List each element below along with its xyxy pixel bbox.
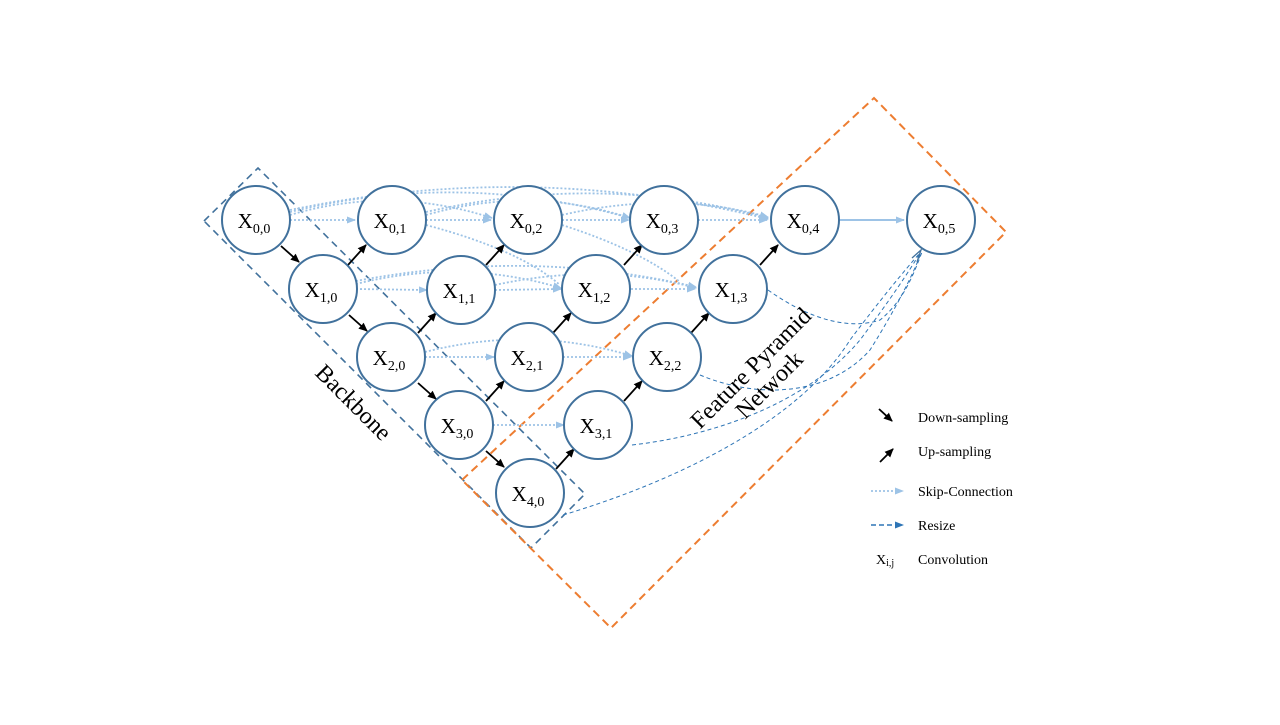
node-circle (495, 458, 565, 528)
resize-connection-arrow (767, 251, 923, 325)
backbone-region-box (202, 166, 587, 550)
node-label: X3,0 (441, 414, 474, 442)
convolution-symbol: Xi,j (876, 553, 894, 569)
legend-label: Up-sampling (918, 445, 991, 460)
legend: Down-sampling Up-sampling Skip-Connectio… (871, 408, 1013, 569)
up-sampling-arrow (417, 312, 437, 334)
node-circle (221, 185, 291, 255)
nodes: X0,0 X0,1 X0,2 X0,3 X0,4 X0,5 X1,0 X1,1 (221, 185, 976, 528)
node-x02: X0,2 (493, 185, 563, 255)
node-x21: X2,1 (494, 322, 564, 392)
resize-connection-arrow (699, 252, 922, 391)
node-x11: X1,1 (426, 255, 496, 325)
resize-connection-arrow (631, 252, 921, 446)
node-circle (770, 185, 840, 255)
legend-up-sampling: Up-sampling (879, 445, 991, 463)
up-sampling-arrow (623, 244, 643, 266)
up-sampling-arrow (347, 244, 367, 266)
node-label: X4,0 (512, 482, 545, 510)
skip-connection-arrow (494, 285, 562, 293)
node-label: X0,1 (374, 209, 407, 237)
skip-connection-arrow (355, 286, 428, 294)
node-x22: X2,2 (632, 322, 702, 392)
node-circle (563, 390, 633, 460)
node-x05: X0,5 (906, 185, 976, 255)
sampling-arrows (280, 244, 779, 470)
skip-connection-arrow (289, 191, 631, 220)
node-label: X1,2 (578, 278, 611, 306)
node-x10: X1,0 (288, 254, 358, 324)
skip-connection-arrow (561, 224, 681, 283)
skip-connection-arrow (425, 192, 769, 220)
node-label: X1,0 (305, 278, 338, 306)
node-label: X2,2 (649, 346, 682, 374)
node-circle (356, 322, 426, 392)
legend-down-sampling: Down-sampling (878, 408, 1008, 426)
up-sampling-arrow (623, 380, 643, 402)
skip-connection-arrow (425, 224, 561, 286)
resize-arrowhead (911, 247, 923, 263)
legend-label: Skip-Connection (918, 485, 1013, 500)
node-label: X0,0 (238, 209, 271, 237)
down-sampling-arrow (280, 245, 300, 263)
node-circle (698, 254, 768, 324)
skip-connection-arrow (355, 264, 697, 289)
node-x13: X1,3 (698, 254, 768, 324)
node-x00: X0,0 (221, 185, 291, 255)
node-label: X0,5 (923, 209, 956, 237)
node-label: X1,3 (715, 278, 748, 306)
node-circle (494, 322, 564, 392)
node-circle (906, 185, 976, 255)
node-circle (357, 185, 427, 255)
up-sampling-arrow (552, 312, 572, 334)
node-label: X0,2 (510, 209, 543, 237)
node-label: X0,4 (787, 209, 820, 237)
node-label: X2,1 (511, 346, 544, 374)
down-arrow-icon (878, 408, 893, 422)
legend-label: Resize (918, 519, 955, 534)
resize-connection-arrow (562, 253, 920, 516)
node-circle (632, 322, 702, 392)
skip-connection-arrow (494, 273, 697, 290)
node-x04: X0,4 (770, 185, 840, 255)
down-sampling-arrow (348, 314, 368, 332)
node-circle (629, 185, 699, 255)
down-sampling-arrow (417, 382, 437, 400)
legend-label: Convolution (918, 553, 988, 568)
node-x01: X0,1 (357, 185, 427, 255)
node-circle (288, 254, 358, 324)
legend-label: Down-sampling (918, 411, 1008, 426)
node-label: X1,1 (443, 279, 476, 307)
down-sampling-arrow (485, 450, 505, 468)
node-x40: X4,0 (495, 458, 565, 528)
legend-skip-connection: Skip-Connection (871, 485, 1013, 500)
up-sampling-arrow (555, 448, 575, 470)
legend-convolution: Xi,j Convolution (876, 553, 988, 569)
node-circle (493, 185, 563, 255)
up-arrow-icon (879, 448, 894, 463)
node-x03: X0,3 (629, 185, 699, 255)
node-circle (426, 255, 496, 325)
up-sampling-arrow (690, 312, 710, 334)
node-circle (424, 390, 494, 460)
node-x31: X3,1 (563, 390, 633, 460)
node-label: X2,0 (373, 346, 406, 374)
node-circle (561, 254, 631, 324)
up-sampling-arrow (485, 380, 505, 402)
node-x30: X3,0 (424, 390, 494, 460)
node-x20: X2,0 (356, 322, 426, 392)
node-label: X0,3 (646, 209, 679, 237)
up-sampling-arrow (485, 244, 505, 266)
resize-connections (562, 251, 923, 516)
legend-resize: Resize (871, 519, 955, 534)
fpn-region-box (460, 96, 1008, 630)
up-sampling-arrow (759, 244, 779, 266)
node-x12: X1,2 (561, 254, 631, 324)
node-label: X3,1 (580, 414, 613, 442)
